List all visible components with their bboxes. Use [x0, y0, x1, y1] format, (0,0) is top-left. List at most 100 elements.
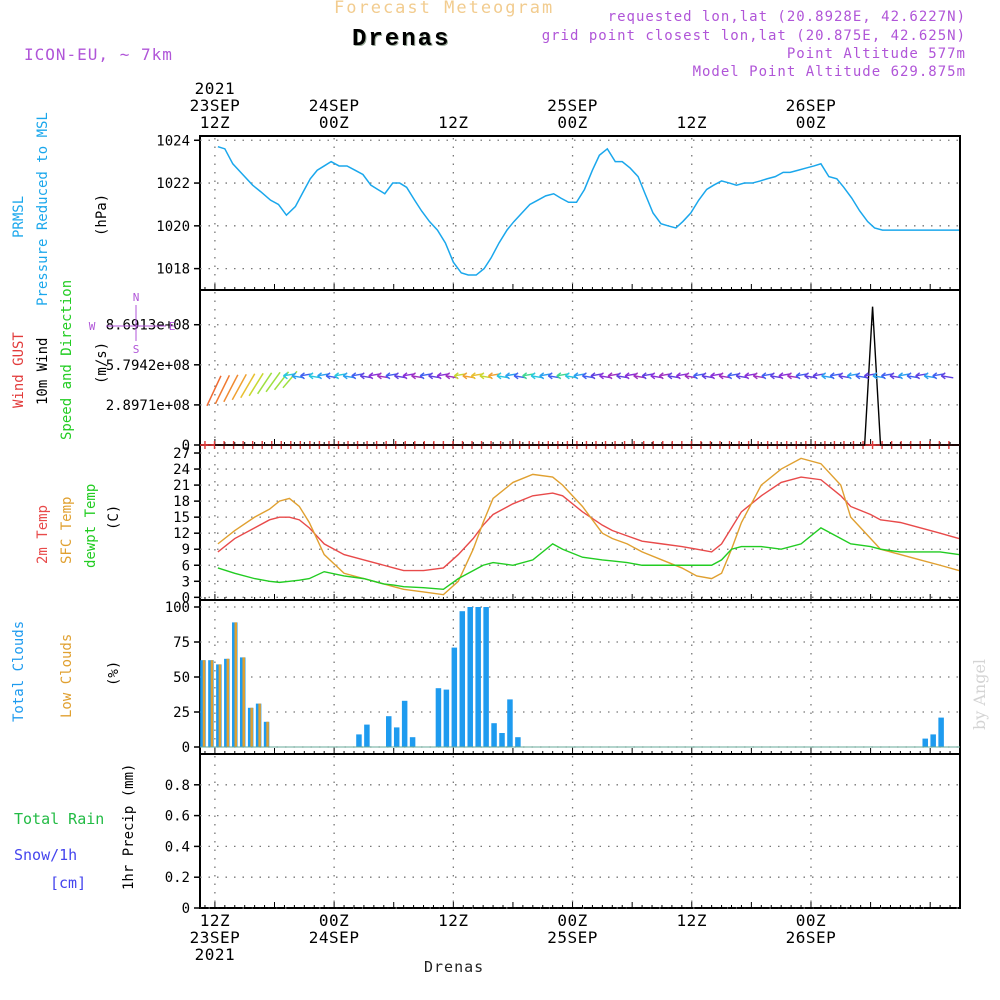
time-label-bottom: 26SEP: [786, 928, 837, 947]
wind-barb: [223, 374, 239, 403]
label-2m-temp: 2m Temp: [35, 505, 51, 564]
label-wind-gust: Wind GUST: [11, 332, 27, 408]
time-label-top: 00Z: [796, 113, 826, 132]
wind-arrow: [940, 372, 954, 380]
bar-total-cloud: [386, 716, 392, 747]
label-low-clouds: Low Clouds: [59, 634, 75, 718]
bar-total-cloud: [459, 611, 466, 747]
bar-low-cloud: [226, 658, 230, 747]
label-sfc-temp: SFC Temp: [59, 497, 75, 564]
time-label-top: 00Z: [557, 113, 587, 132]
wind-side-labels: Wind GUST 10m Wind Speed and Direction (…: [11, 280, 110, 440]
wind-barb: [248, 372, 264, 397]
label-pressure-msl: Pressure Reduced to MSL: [35, 112, 51, 306]
ytick-label-clouds: 100: [165, 600, 190, 616]
bar-low-cloud: [234, 622, 238, 747]
ytick-label-temperature: 24: [173, 462, 190, 478]
precip-side-labels: Total Rain Snow/1h [cm] 1hr Precip (mm): [14, 764, 137, 892]
bar-total-cloud: [467, 607, 473, 747]
bar-total-cloud: [938, 717, 944, 747]
label-prmsl: PRMSL: [11, 196, 27, 238]
ytick-label-wind: 0: [182, 438, 190, 454]
wind-barb: [206, 375, 222, 407]
ytick-label-temperature: 21: [173, 478, 190, 494]
panels: 101810201022102402.8971e+085.7942e+088.6…: [89, 133, 961, 917]
bar-total-cloud: [356, 734, 362, 747]
series-dewpt-temp: [217, 527, 960, 591]
ytick-label-precip: 0: [182, 901, 190, 917]
ytick-label-clouds: 75: [173, 635, 190, 651]
time-label-top: 12Z: [677, 113, 707, 132]
ytick-label-precip: 0.6: [165, 809, 190, 825]
cloud-side-labels: Total Clouds Low Clouds (%): [11, 621, 122, 722]
label-total-clouds: Total Clouds: [11, 621, 27, 722]
bar-total-cloud: [435, 688, 442, 747]
ytick-label-wind: 2.8971e+08: [106, 398, 190, 414]
compass-n: N: [133, 291, 140, 304]
compass-s: S: [133, 343, 140, 356]
ytick-label-clouds: 50: [173, 670, 190, 686]
time-label-bottom: 2021: [195, 945, 236, 964]
time-label-top: 25SEP: [547, 96, 598, 115]
label-hpa: (hPa): [94, 194, 110, 236]
ytick-label-temperature: 18: [173, 494, 190, 510]
bar-total-cloud: [515, 737, 521, 747]
time-label-bottom: 25SEP: [547, 928, 598, 947]
bar-low-cloud: [242, 657, 245, 747]
compass-e: E: [169, 320, 176, 333]
bar-total-cloud: [409, 737, 416, 747]
compass-rose: [106, 305, 166, 341]
time-label-top: 26SEP: [786, 96, 837, 115]
bottom-station-label: Drenas: [424, 958, 485, 976]
ytick-label-pressure: 1018: [156, 262, 190, 278]
bar-low-cloud: [202, 660, 206, 747]
product-title: Forecast Meteogram: [334, 0, 555, 18]
wind-barb: [265, 371, 281, 393]
ytick-label-clouds: 25: [173, 705, 190, 721]
ytick-label-temperature: 27: [173, 446, 190, 462]
time-label-bottom: 00Z: [557, 911, 587, 930]
bar-low-cloud: [210, 660, 214, 747]
time-label-bottom: 00Z: [319, 911, 349, 930]
point-altitude: Point Altitude 577m: [786, 46, 966, 62]
time-label-bottom: 12Z: [438, 911, 468, 930]
ytick-label-temperature: 0: [182, 590, 190, 606]
ytick-label-temperature: 12: [173, 526, 190, 542]
bar-low-cloud: [250, 707, 253, 747]
ytick-label-precip: 0.4: [165, 839, 190, 855]
time-label-top: 24SEP: [309, 96, 360, 115]
ytick-label-clouds: 0: [182, 740, 190, 756]
model-altitude: Model Point Altitude 629.875m: [692, 64, 966, 80]
bar-total-cloud: [401, 700, 408, 747]
bar-total-cloud: [483, 607, 489, 747]
ytick-label-wind: 5.7942e+08: [106, 358, 190, 374]
ytick-label-temperature: 9: [182, 542, 190, 558]
temp-side-labels: 2m Temp SFC Temp dewpt Temp (C): [35, 484, 122, 568]
panel-frame-precip: [199, 753, 961, 909]
ytick-label-temperature: 6: [182, 558, 190, 574]
wind-barb: [214, 374, 231, 405]
label-c: (C): [106, 505, 122, 530]
station-title: Drenas: [352, 26, 451, 53]
panel-frame-wind: [199, 289, 961, 446]
wind-barb: [273, 371, 290, 391]
series-10m-wind: [214, 306, 960, 446]
bar-total-cloud: [491, 723, 497, 747]
bar-total-cloud: [393, 727, 400, 747]
requested-coords: requested lon,lat (20.8928E, 42.6227N): [607, 9, 966, 25]
time-label-bottom: 12Z: [200, 911, 230, 930]
label-precip-mm: 1hr Precip (mm): [121, 764, 137, 890]
ytick-label-pressure: 1022: [156, 176, 190, 192]
time-label-bottom: 24SEP: [309, 928, 360, 947]
series-sfc-temp: [217, 457, 960, 596]
wind-barb: [240, 373, 256, 399]
bar-total-cloud: [364, 724, 370, 747]
label-pct: (%): [106, 661, 122, 686]
bar-low-cloud: [266, 721, 269, 747]
bar-total-cloud: [443, 689, 450, 747]
time-label-top: 12Z: [438, 113, 468, 132]
label-ms: (m/s): [94, 342, 110, 384]
time-label-top: 00Z: [319, 113, 349, 132]
